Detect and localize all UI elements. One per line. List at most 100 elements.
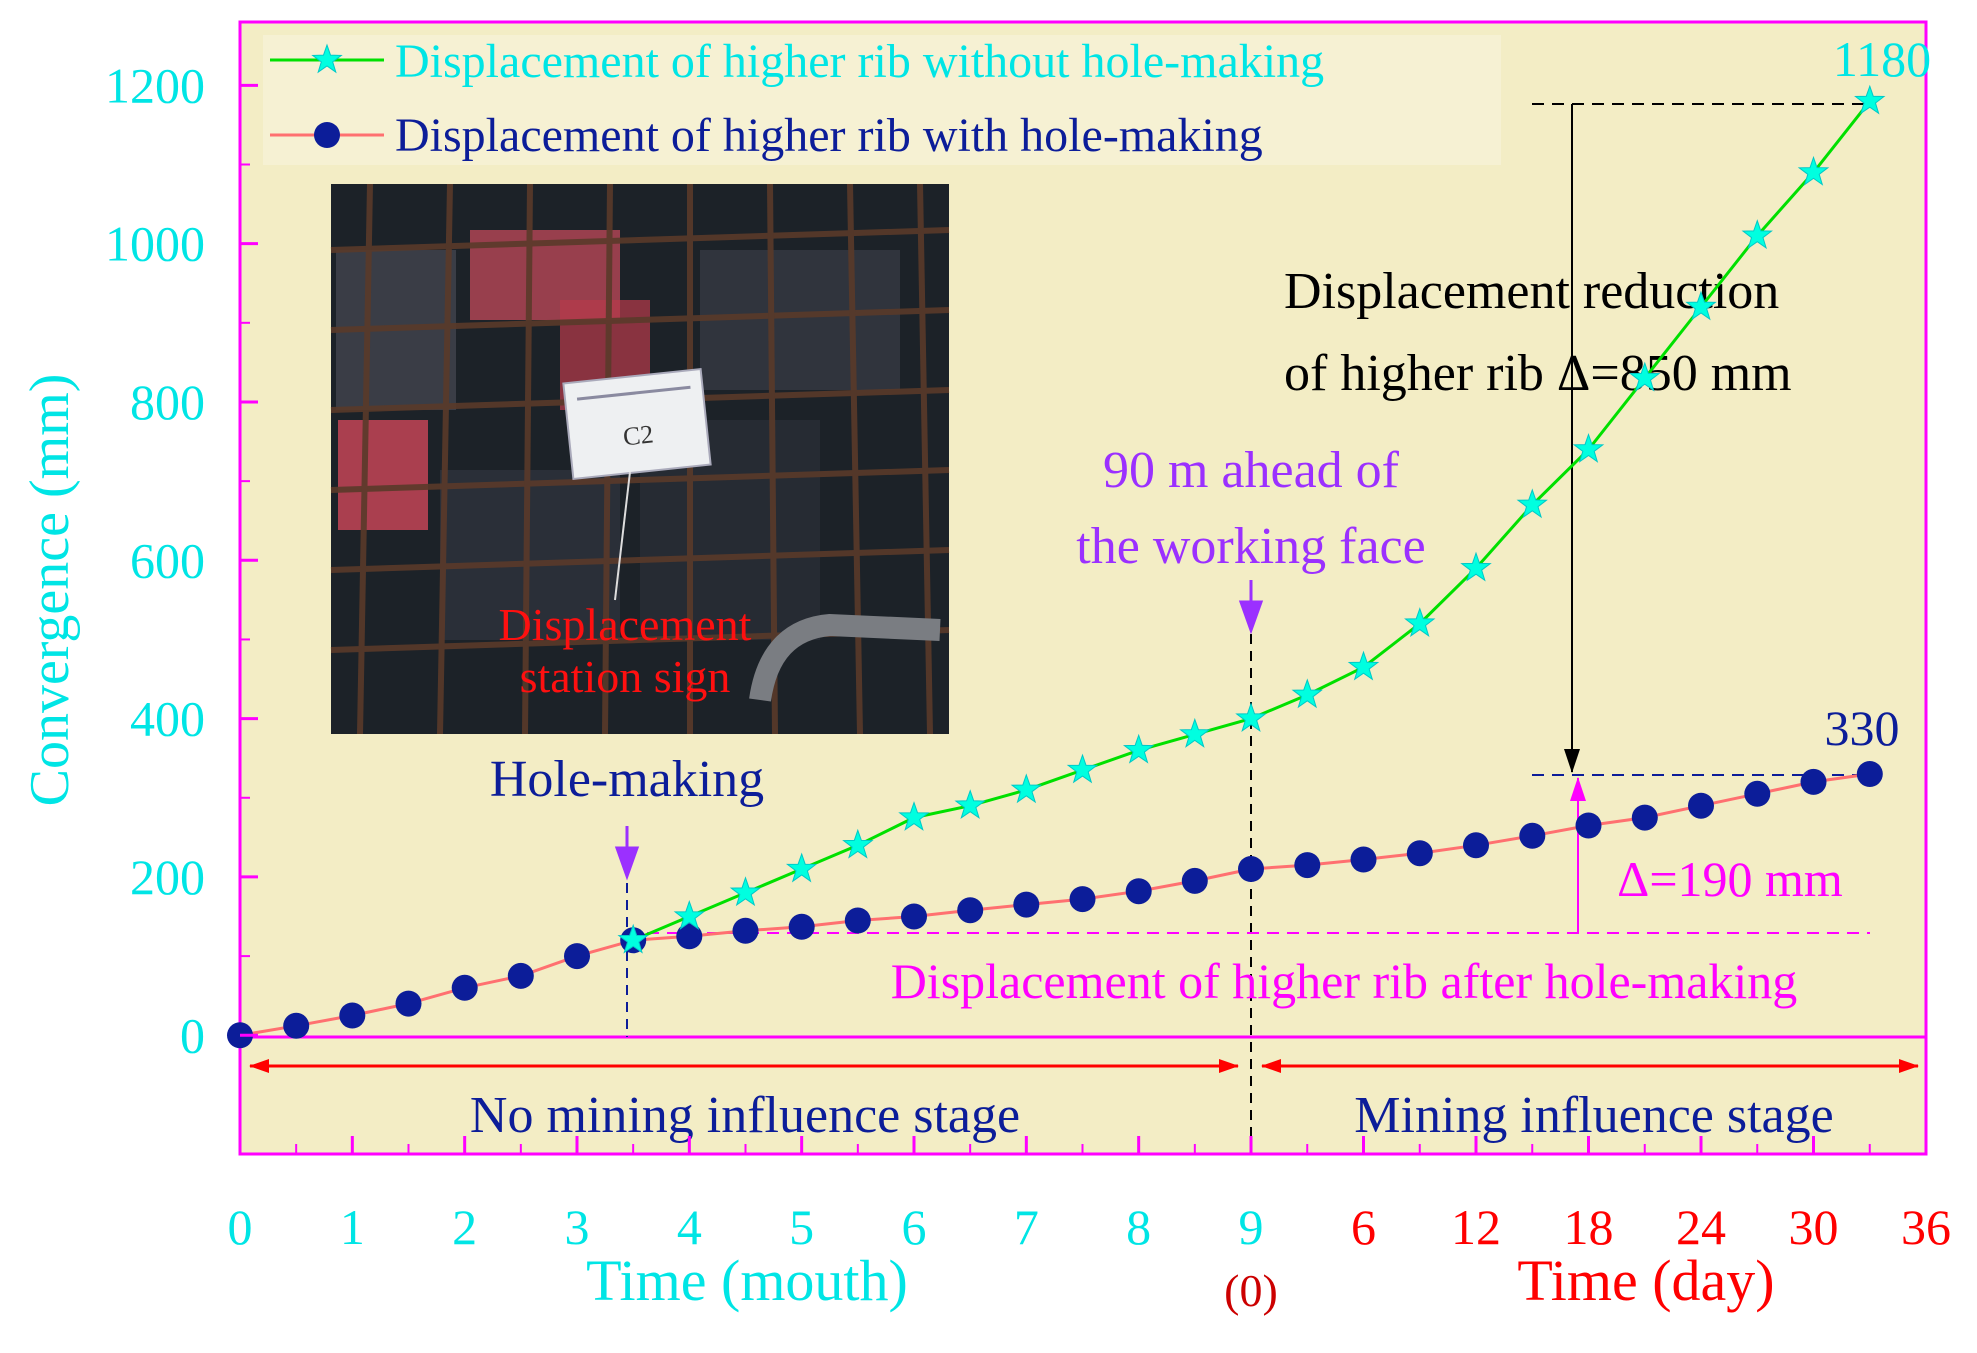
without-hole-point-10 bbox=[1179, 717, 1211, 748]
series-layer bbox=[227, 84, 1886, 1049]
with-hole-point-14 bbox=[1013, 891, 1040, 918]
annotations: 1180 330 Displacement reduction of highe… bbox=[249, 31, 1931, 1154]
photo-sign-text: C2 bbox=[622, 419, 655, 451]
without-hole-point-15 bbox=[1460, 551, 1492, 582]
x-day-tick-label-0: 6 bbox=[1351, 1199, 1376, 1255]
photo-caption-line1: Displacement bbox=[499, 599, 752, 650]
with-hole-point-19 bbox=[1294, 852, 1321, 879]
without-hole-point-11 bbox=[1235, 702, 1267, 733]
without-hole-point-7 bbox=[1010, 773, 1043, 804]
without-hole-point-8 bbox=[1066, 753, 1099, 784]
with-hole-point-21 bbox=[1406, 840, 1433, 867]
without-hole-point-13 bbox=[1347, 650, 1380, 681]
x-month-tick-label-7: 7 bbox=[1014, 1199, 1039, 1255]
after-hole-text: Displacement of higher rib after hole-ma… bbox=[891, 953, 1798, 1009]
x-axis-day-zero-label: (0) bbox=[1224, 1265, 1278, 1316]
delta-190-text: Δ=190 mm bbox=[1617, 851, 1843, 907]
without-hole-point-17 bbox=[1572, 432, 1605, 463]
legend-without-label: Displacement of higher rib without hole-… bbox=[395, 35, 1324, 88]
with-hole-point-5 bbox=[507, 962, 534, 989]
x-month-tick-label-0: 0 bbox=[228, 1199, 253, 1255]
without-hole-point-5 bbox=[898, 801, 930, 831]
y-tick-label-2: 400 bbox=[130, 691, 205, 747]
without-hole-point-6 bbox=[954, 789, 986, 820]
with-hole-point-15 bbox=[1069, 886, 1096, 913]
legend-circle-marker bbox=[314, 122, 340, 148]
legend-item-without: Displacement of higher rib without hole-… bbox=[270, 35, 1324, 88]
with-hole-point-9 bbox=[732, 917, 759, 944]
with-hole-point-6 bbox=[564, 943, 590, 970]
with-hole-point-16 bbox=[1125, 878, 1152, 905]
with-hole-point-2 bbox=[339, 1002, 366, 1029]
x-day-tick-label-4: 30 bbox=[1789, 1199, 1839, 1255]
without-hole-point-21 bbox=[1797, 155, 1830, 186]
reduction-text-line2: of higher rib Δ=850 mm bbox=[1284, 345, 1792, 402]
y-tick-label-5: 1000 bbox=[105, 216, 205, 272]
y-tick-label-6: 1200 bbox=[105, 57, 205, 113]
with-hole-point-24 bbox=[1575, 812, 1602, 839]
label-330: 330 bbox=[1825, 700, 1900, 756]
without-hole-point-9 bbox=[1122, 733, 1155, 764]
x-month-tick-label-2: 2 bbox=[452, 1199, 477, 1255]
y-tick-label-3: 600 bbox=[130, 532, 205, 588]
working-face-arrow bbox=[1238, 580, 1264, 635]
with-hole-point-26 bbox=[1688, 792, 1714, 819]
with-hole-point-12 bbox=[901, 903, 927, 930]
x-day-tick-label-3: 24 bbox=[1676, 1199, 1726, 1255]
y-tick-label-0: 0 bbox=[180, 1007, 205, 1063]
y-tick-label-1: 200 bbox=[130, 849, 205, 905]
with-hole-point-13 bbox=[957, 897, 984, 924]
y-tick-label-4: 800 bbox=[130, 374, 205, 430]
ahead-text-line2: the working face bbox=[1076, 518, 1425, 575]
without-hole-point-12 bbox=[1291, 678, 1323, 709]
x-month-tick-label-1: 1 bbox=[340, 1199, 365, 1255]
with-hole-point-29 bbox=[1856, 761, 1883, 787]
legend-with-label: Displacement of higher rib with hole-mak… bbox=[395, 109, 1263, 162]
x-day-tick-label-2: 18 bbox=[1564, 1199, 1614, 1255]
without-hole-point-18 bbox=[1629, 361, 1661, 392]
without-hole-point-19 bbox=[1685, 290, 1717, 321]
with-hole-point-18 bbox=[1238, 856, 1264, 882]
with-hole-point-23 bbox=[1519, 822, 1546, 849]
x-day-tick-label-5: 36 bbox=[1901, 1199, 1951, 1255]
without-hole-point-1 bbox=[673, 899, 706, 930]
without-hole-point-3 bbox=[785, 852, 818, 883]
with-hole-point-11 bbox=[844, 907, 871, 934]
with-hole-point-27 bbox=[1744, 780, 1771, 807]
hole-making-arrow bbox=[614, 826, 640, 881]
without-hole-point-2 bbox=[729, 876, 762, 907]
stage-no-mining-text: No mining influence stage bbox=[470, 1087, 1020, 1144]
with-hole-point-1 bbox=[283, 1012, 310, 1039]
x-month-tick-label-6: 6 bbox=[902, 1199, 927, 1255]
x-axis-day-label: Time (day) bbox=[1517, 1248, 1774, 1313]
stage-mining-text: Mining influence stage bbox=[1354, 1087, 1833, 1144]
y-axis-label: Convergence (mm) bbox=[19, 374, 81, 807]
x-month-tick-label-5: 5 bbox=[789, 1199, 814, 1255]
without-hole-point-4 bbox=[842, 828, 874, 859]
x-month-tick-label-9: 9 bbox=[1239, 1199, 1264, 1255]
with-hole-point-3 bbox=[395, 990, 422, 1017]
with-hole-point-20 bbox=[1350, 846, 1377, 873]
label-1180: 1180 bbox=[1833, 31, 1931, 87]
with-hole-point-22 bbox=[1463, 832, 1489, 859]
legend: Displacement of higher rib without hole-… bbox=[270, 35, 1324, 162]
legend-box bbox=[263, 35, 1501, 165]
with-hole-point-8 bbox=[676, 923, 703, 950]
without-hole-point-0 bbox=[617, 923, 649, 954]
with-hole-point-25 bbox=[1631, 804, 1658, 831]
without-hole-point-14 bbox=[1404, 607, 1436, 638]
without-hole-point-20 bbox=[1741, 219, 1773, 250]
x-month-tick-label-4: 4 bbox=[677, 1199, 702, 1255]
x-day-tick-label-1: 12 bbox=[1451, 1199, 1501, 1255]
legend-item-with: Displacement of higher rib with hole-mak… bbox=[270, 109, 1263, 162]
hole-making-text: Hole-making bbox=[490, 751, 764, 808]
inset-photo: C2 Displacement station sign bbox=[330, 183, 950, 735]
x-month-tick-label-3: 3 bbox=[565, 1199, 590, 1255]
ahead-text-line1: 90 m ahead of bbox=[1103, 442, 1400, 499]
legend-star-marker bbox=[311, 43, 343, 74]
photo-caption-line2: station sign bbox=[520, 651, 731, 702]
x-month-tick-label-8: 8 bbox=[1126, 1199, 1151, 1255]
without-hole-point-22 bbox=[1854, 84, 1886, 115]
